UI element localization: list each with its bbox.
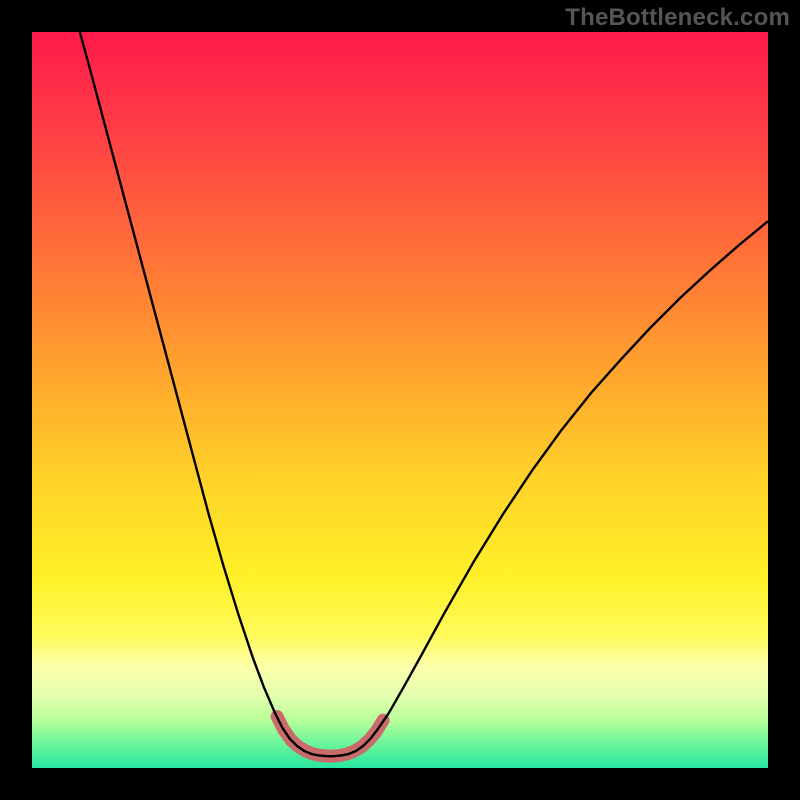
chart-svg: [32, 32, 768, 768]
watermark-text: TheBottleneck.com: [565, 4, 790, 32]
gradient-background: [32, 32, 768, 768]
chart-plot-area: [32, 32, 768, 768]
